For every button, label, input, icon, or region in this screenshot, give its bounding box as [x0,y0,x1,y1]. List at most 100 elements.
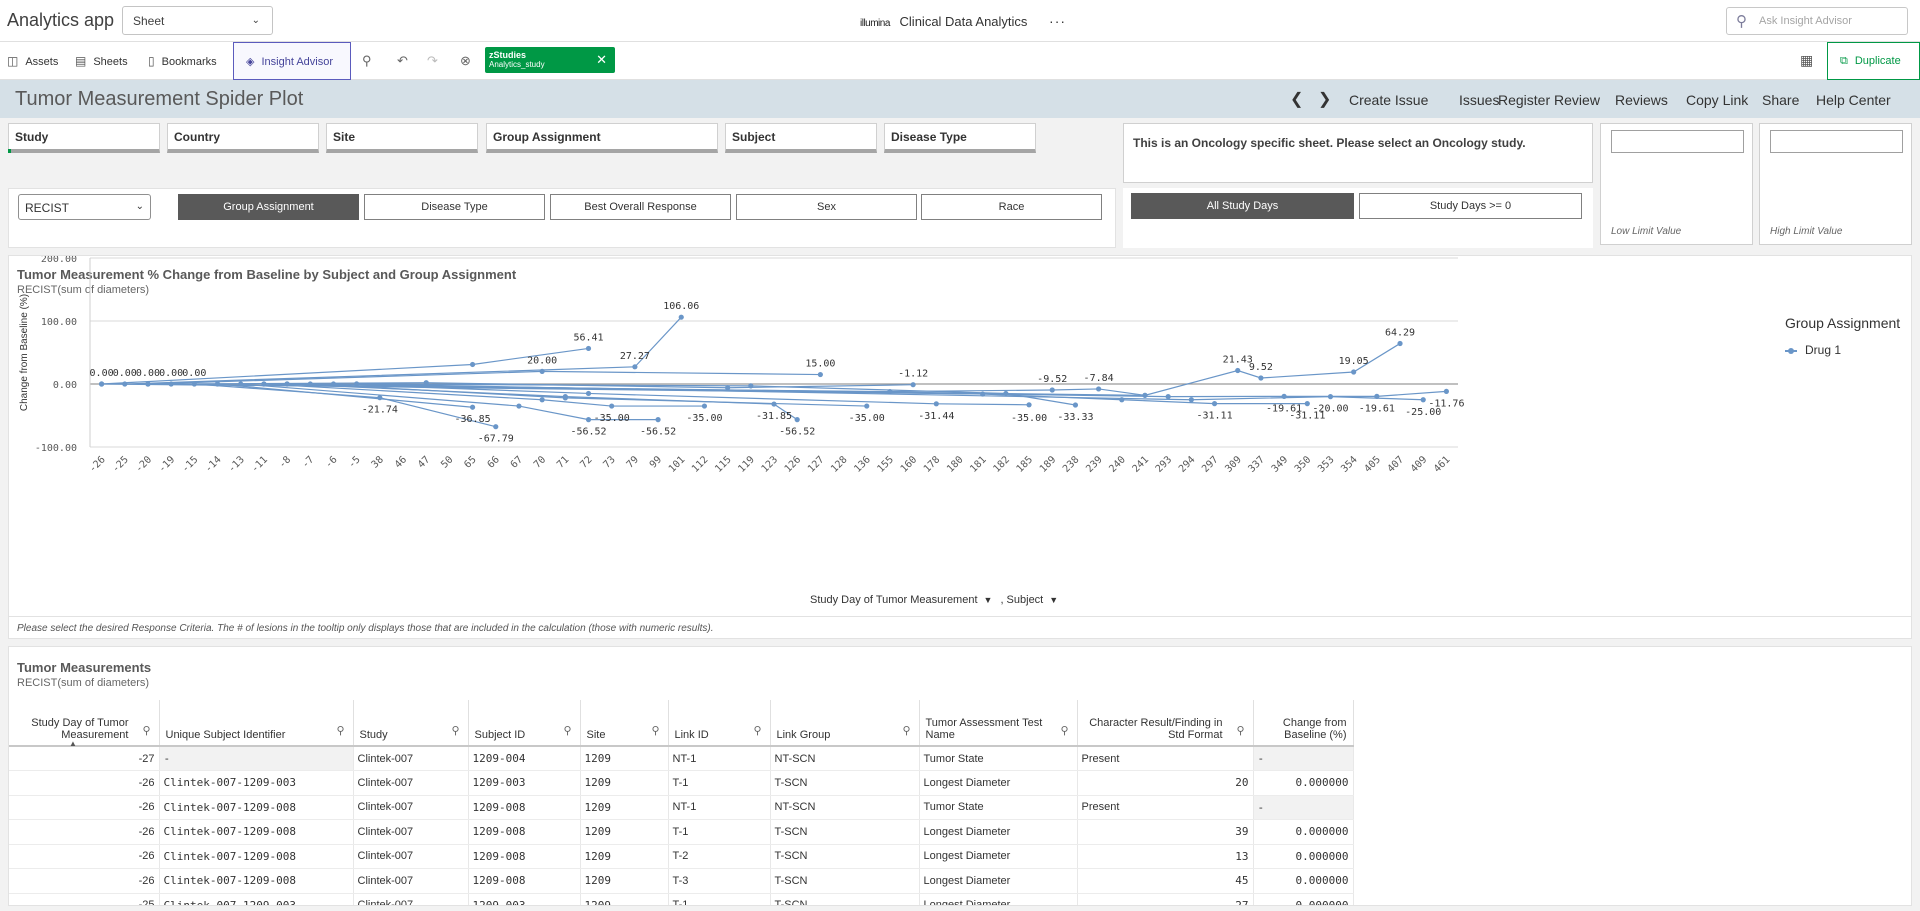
filter-subject[interactable]: Subject [725,123,877,153]
column-header[interactable]: Character Result/Finding in Std Format ⚲ [1077,700,1254,747]
x-tick-label: -5 [346,454,362,470]
table-row[interactable]: -26 Clintek-007-1209-008 Clintek-007 1209-0… [9,844,1354,869]
dim-group-assignment-button[interactable]: Group Assignment [178,194,359,220]
caret-down-icon[interactable]: ▼ [1049,595,1059,605]
spider-plot[interactable]: 200.00 100.00 0.00 -100.00 Change from Basel… [9,256,1769,596]
data-point [354,381,360,387]
register-review-link[interactable]: Register Review [1498,92,1600,108]
assets-button[interactable]: ◫ Assets [7,54,58,68]
column-header[interactable]: Unique Subject Identifier ⚲ [159,700,354,747]
table-row[interactable]: -26 Clintek-007-1209-003 Clintek-007 1209-0… [9,770,1354,796]
dim-sex-button[interactable]: Sex [736,194,917,220]
column-search-icon[interactable]: ⚲ [753,725,762,737]
issues-link[interactable]: Issues [1459,92,1500,108]
x-axis-label-subject[interactable]: , Subject [1000,594,1044,606]
table-cell: -27 [9,746,160,771]
column-header-label: Subject ID [474,729,526,741]
more-options-icon[interactable]: ··· [1049,13,1067,29]
column-search-icon[interactable]: ⚲ [563,725,572,737]
step-back-icon[interactable]: ↶ [397,53,408,68]
column-search-icon[interactable]: ⚲ [1060,725,1069,737]
caret-down-icon[interactable]: ▼ [983,595,993,605]
response-criteria-select[interactable]: RECIST ⌄ [18,194,151,220]
x-tick-label: 240 [1107,454,1128,475]
table-row[interactable]: -26 Clintek-007-1209-008 Clintek-007 1209-0… [9,819,1354,845]
x-axis-label[interactable]: Study Day of Tumor Measurement [810,594,978,606]
table-cell: Tumor State [919,795,1078,820]
column-header[interactable]: Study Day of Tumor Measurement ⚲ ▲ [9,700,160,748]
table-row[interactable]: -26 Clintek-007-1209-008 Clintek-007 1209-0… [9,868,1354,894]
filter-country[interactable]: Country [167,123,319,153]
legend-item-drug-1[interactable]: Drug 1 [1785,343,1841,357]
close-icon[interactable]: ✕ [596,52,607,67]
study-days-positive-button[interactable]: Study Days >= 0 [1359,193,1582,219]
high-limit-input[interactable] [1770,130,1903,153]
column-header[interactable]: Study ⚲ [353,700,469,747]
sheets-button[interactable]: ▤ Sheets [75,54,128,68]
table-row[interactable]: -26 Clintek-007-1209-008 Clintek-007 1209-0… [9,795,1354,820]
next-sheet-icon[interactable]: ❯ [1318,91,1332,108]
copy-link-link[interactable]: Copy Link [1686,92,1749,108]
grid-icon[interactable]: ▦ [1800,52,1814,68]
table-cell: 1209-008 [468,819,581,845]
filter-group-assignment[interactable]: Group Assignment [486,123,718,153]
reviews-link[interactable]: Reviews [1615,92,1668,108]
ask-placeholder: Ask Insight Advisor [1759,15,1852,27]
all-study-days-button[interactable]: All Study Days [1131,193,1354,219]
table-row[interactable]: -27- Clintek-007 1209-004 1209 NT-1 NT-SCN Tum… [9,746,1354,771]
x-tick-label: 46 [393,454,409,470]
ask-insight-advisor-input[interactable]: ⚲ Ask Insight Advisor [1726,7,1908,35]
column-header[interactable]: Tumor Assessment Test Name ⚲ [919,700,1078,747]
share-link[interactable]: Share [1762,92,1800,108]
column-header[interactable]: Link ID ⚲ [668,700,771,747]
column-search-icon[interactable]: ⚲ [902,725,911,737]
column-search-icon[interactable]: ⚲ [336,725,345,737]
sheet-dropdown[interactable]: Sheet ⌄ [122,6,273,35]
previous-sheet-icon[interactable]: ❮ [1290,91,1304,108]
column-header[interactable]: Site ⚲ [580,700,669,747]
data-point [98,381,105,387]
data-point [261,381,267,387]
selection-chip[interactable]: zStudies Analytics_study ✕ [485,47,615,73]
data-label: 56.41 [573,332,603,343]
x-axis-title: Study Day of Tumor Measurement ▼ , Subject… [810,594,1066,606]
table-cell: -25 [9,893,160,905]
table-cell: 1209 [580,795,669,820]
low-limit-label: Low Limit Value [1611,226,1682,237]
duplicate-button[interactable]: ⧉ Duplicate [1827,42,1920,80]
chart-footnote: Please select the desired Response Crite… [9,616,1911,639]
filter-site[interactable]: Site [326,123,478,153]
insight-advisor-button[interactable]: ◈ Insight Advisor [233,42,351,80]
dim-best-overall-response-button[interactable]: Best Overall Response [550,194,731,220]
x-tick-label: 112 [690,454,711,475]
create-issue-link[interactable]: Create Issue [1349,92,1429,108]
search-selections-icon[interactable]: ⚲ [362,53,372,68]
column-search-icon[interactable]: ⚲ [451,725,460,737]
table-subtitle: RECIST(sum of diameters) [17,677,150,689]
column-header[interactable]: Change from Baseline (%) [1253,700,1354,747]
data-label: 106.06 [663,301,699,312]
column-search-icon[interactable]: ⚲ [651,725,660,737]
column-search-icon[interactable]: ⚲ [142,725,151,737]
table-cell: Clintek-007 [353,893,469,905]
dim-disease-type-button[interactable]: Disease Type [364,194,545,220]
bookmarks-button[interactable]: ▯ Bookmarks [148,54,217,68]
x-tick-label: 65 [462,454,478,470]
filter-disease-type[interactable]: Disease Type [884,123,1036,153]
dim-race-button[interactable]: Race [921,194,1102,220]
table-cell: Present [1077,746,1254,771]
data-point [609,403,615,409]
x-tick-label: -14 [203,454,224,475]
table-row[interactable]: -25 Clintek-007-1209-003 Clintek-007 1209-0… [9,893,1354,905]
filter-study[interactable]: Study [8,123,160,153]
step-forward-icon[interactable]: ↷ [427,53,438,68]
table-cell: 1209 [580,770,669,796]
low-limit-input[interactable] [1611,130,1744,153]
column-header[interactable]: Link Group ⚲ [770,700,920,747]
help-center-link[interactable]: Help Center [1816,92,1891,108]
column-search-icon[interactable]: ⚲ [1236,725,1245,737]
data-point [1304,400,1310,407]
spider-plot-panel: Tumor Measurement % Change from Baseline… [8,255,1912,639]
clear-selections-icon[interactable]: ⊗ [460,53,471,68]
column-header[interactable]: Subject ID ⚲ [468,700,581,747]
